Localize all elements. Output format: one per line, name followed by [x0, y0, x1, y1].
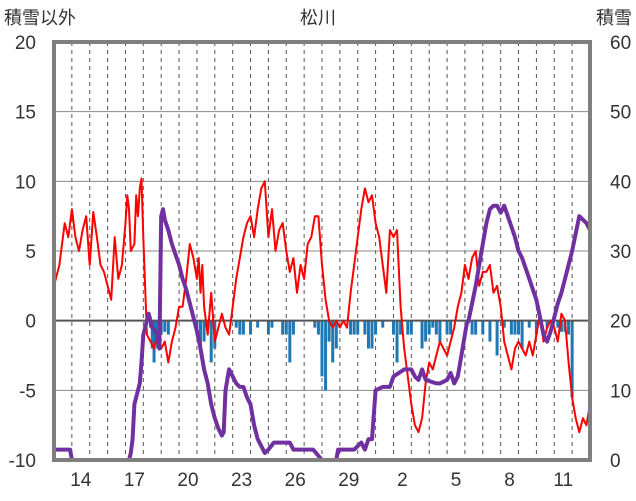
precipitation-bar — [481, 320, 485, 335]
precipitation-bar — [534, 320, 538, 335]
precipitation-bar — [470, 320, 474, 335]
precipitation-bar — [370, 320, 374, 349]
precipitation-bar — [474, 320, 478, 335]
temperature-line — [53, 177, 591, 434]
precipitation-bar — [209, 320, 213, 363]
precipitation-bar — [449, 320, 453, 335]
precipitation-bar — [513, 320, 517, 335]
precipitation-bar — [316, 320, 320, 335]
precipitation-bar — [445, 320, 449, 335]
right-tick-label: 20 — [610, 312, 631, 333]
x-tick-label: 26 — [285, 470, 306, 491]
precipitation-bar — [313, 320, 317, 328]
right-axis-ticks: 60 50 40 30 20 10 0 — [610, 33, 631, 472]
precipitation-bar — [352, 320, 356, 335]
precipitation-bar — [152, 320, 156, 363]
precipitation-bar — [249, 320, 253, 335]
precipitation-bar — [545, 320, 549, 328]
x-tick-label: 29 — [338, 470, 359, 491]
right-axis-label: 積雪 — [596, 8, 632, 28]
precipitation-bar — [495, 320, 499, 356]
plot-frame — [52, 40, 592, 462]
x-axis-ticks: 14 17 20 23 26 29 2 5 8 11 — [70, 470, 573, 491]
precipitation-bar — [556, 320, 560, 328]
precipitation-bar — [488, 320, 492, 342]
precipitation-bar — [238, 320, 242, 335]
precipitation-bars — [148, 320, 574, 398]
x-tick-label: 11 — [553, 470, 573, 491]
right-tick-label: 10 — [610, 381, 631, 402]
precipitation-bar — [266, 320, 270, 335]
right-tick-label: 30 — [610, 242, 631, 263]
precipitation-bar — [420, 320, 424, 349]
precipitation-bar — [431, 320, 435, 328]
precipitation-bar — [520, 320, 524, 349]
precipitation-bar — [434, 320, 438, 335]
precipitation-bar — [399, 320, 403, 335]
precipitation-bar — [320, 320, 324, 377]
precipitation-bar — [438, 320, 442, 342]
precipitation-bar — [202, 320, 206, 342]
precipitation-bar — [288, 320, 292, 363]
precipitation-bar — [391, 320, 395, 335]
x-tick-label: 17 — [124, 470, 145, 491]
precipitation-bar — [366, 320, 370, 349]
precipitation-bar — [509, 320, 513, 335]
x-tick-label: 20 — [177, 470, 198, 491]
left-tick-label: 10 — [15, 172, 36, 193]
precipitation-bar — [406, 320, 410, 335]
left-axis-ticks: 20 15 10 5 0 -5 -10 — [9, 33, 36, 472]
right-tick-label: 50 — [610, 103, 631, 124]
precipitation-bar — [234, 320, 238, 328]
precipitation-bar — [374, 320, 378, 335]
precipitation-bar — [502, 320, 506, 328]
left-axis-label: 積雪以外 — [4, 8, 76, 28]
precipitation-bar — [291, 320, 295, 335]
precipitation-bar — [424, 320, 428, 342]
left-tick-label: 0 — [25, 312, 36, 333]
precipitation-bar — [356, 320, 360, 335]
precipitation-bar — [517, 320, 521, 335]
precipitation-bar — [241, 320, 245, 335]
precipitation-bar — [334, 320, 338, 349]
precipitation-bar — [349, 320, 353, 335]
chart-title: 松川 — [300, 8, 336, 28]
precipitation-bar — [163, 320, 167, 332]
precipitation-bar — [270, 320, 274, 328]
precipitation-bar — [409, 320, 413, 335]
right-tick-label: 0 — [610, 451, 621, 472]
precipitation-bar — [199, 320, 203, 349]
left-tick-label: -5 — [19, 381, 36, 402]
x-tick-label: 8 — [504, 470, 515, 491]
right-tick-label: 60 — [610, 33, 631, 54]
precipitation-bar — [567, 320, 571, 335]
precipitation-bar — [381, 320, 385, 328]
precipitation-bar — [150, 320, 154, 349]
left-tick-label: 5 — [25, 242, 36, 263]
grid-lines — [54, 42, 590, 460]
precipitation-bar — [559, 320, 563, 332]
x-tick-label: 14 — [70, 470, 92, 491]
precipitation-bar — [331, 320, 335, 363]
x-tick-label: 5 — [451, 470, 462, 491]
precipitation-bar — [256, 320, 260, 328]
precipitation-bar — [284, 320, 288, 335]
snow-depth-line — [54, 203, 592, 462]
precipitation-bar — [327, 320, 331, 342]
precipitation-bar — [324, 320, 328, 391]
x-tick-label: 2 — [397, 470, 408, 491]
left-tick-label: 15 — [15, 103, 36, 124]
precipitation-bar — [427, 320, 431, 335]
precipitation-bar — [527, 320, 531, 328]
right-tick-label: 40 — [610, 172, 631, 193]
precipitation-bar — [363, 320, 367, 335]
precipitation-bar — [281, 320, 285, 335]
left-tick-label: -10 — [9, 451, 36, 472]
precipitation-bar — [570, 320, 574, 398]
x-tick-label: 23 — [231, 470, 252, 491]
left-tick-label: 20 — [15, 33, 36, 54]
precipitation-bar — [395, 320, 399, 363]
precipitation-bar — [166, 320, 170, 335]
